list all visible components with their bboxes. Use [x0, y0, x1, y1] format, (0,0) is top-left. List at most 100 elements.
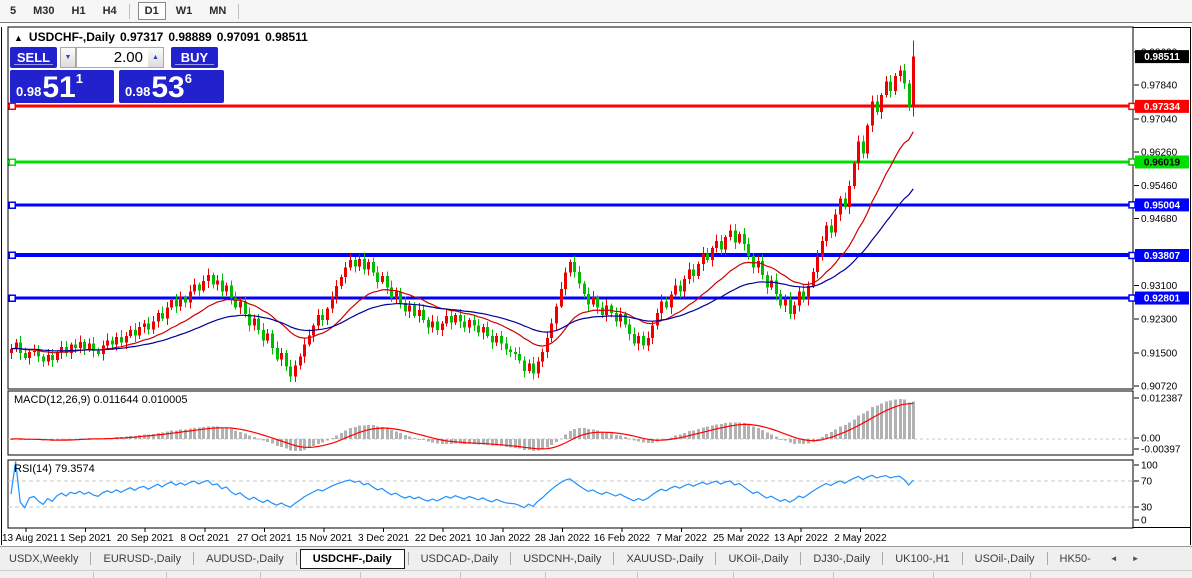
ohlc-close: 0.98511: [265, 30, 308, 44]
status-separator: [460, 572, 461, 578]
price-label-chip-text: 0.95004: [1144, 200, 1181, 211]
buy-price-sup: 6: [184, 71, 192, 86]
tab-scroll-right-icon[interactable]: ►: [1131, 554, 1140, 563]
timeframe-button-w1[interactable]: W1: [175, 5, 193, 17]
price-tick-label: 0.97040: [1141, 114, 1178, 125]
tab-separator: [295, 552, 297, 565]
macd-axis-label: -0.00397: [1141, 445, 1181, 456]
timeframe-button-h1[interactable]: H1: [71, 5, 86, 17]
rsi-axis-label: 0: [1141, 516, 1147, 527]
price-label-chip-text: 0.92801: [1144, 294, 1181, 305]
rsi-axis-label: 70: [1141, 477, 1153, 488]
date-label: 7 Mar 2022: [656, 533, 707, 544]
price-tick-label: 0.91500: [1141, 349, 1178, 360]
chart-tab-usdcnh-daily[interactable]: USDCNH-,Daily: [523, 552, 602, 565]
price-label-chip: [1135, 99, 1189, 113]
hline-right-anchor[interactable]: [1128, 102, 1136, 111]
rsi-axis-label: 30: [1141, 503, 1153, 514]
status-separator: [166, 572, 167, 578]
volume-input[interactable]: [76, 47, 148, 68]
chart-tab-uk100-h1[interactable]: UK100-,H1: [895, 552, 950, 565]
one-click-trading-panel: SELL ▼ ▲ BUY 0.98 51 1 0.98 53 6: [10, 47, 226, 103]
timeframe-button-h4[interactable]: H4: [102, 5, 117, 17]
price-tick-label: 0.90720: [1141, 382, 1178, 393]
tab-separator: [193, 552, 195, 565]
chart-tab-usdchf-daily[interactable]: USDCHF-,Daily: [299, 548, 405, 569]
hline-anchor[interactable]: [8, 201, 16, 209]
toolbar-separator: [238, 3, 240, 19]
volume-increase-button[interactable]: ▲: [148, 47, 164, 68]
timeframe-toolbar: 5 M30 H1 H4 D1 W1 MN: [0, 0, 1192, 23]
status-separator: [545, 572, 546, 578]
tab-separator: [1046, 552, 1048, 565]
time-axis[interactable]: 13 Aug 2021 1 Sep 2021 20 Sep 2021 8 Oct 20…: [2, 528, 887, 544]
date-label: 13 Aug 2021: [2, 533, 59, 544]
rsi-label: RSI(14) 79.3574: [14, 463, 95, 475]
chart-tab-usoil-daily[interactable]: USOil-,Daily: [974, 552, 1035, 565]
timeframe-button-mn[interactable]: MN: [209, 5, 227, 17]
price-label-chip-text: 0.96019: [1144, 157, 1181, 168]
chart-tab-hk50-[interactable]: HK50-: [1059, 552, 1091, 565]
chart-tab-eurusd-daily[interactable]: EURUSD-,Daily: [103, 552, 182, 565]
hline-anchor[interactable]: [8, 294, 16, 302]
tab-separator: [800, 552, 802, 565]
macd-axis-label: 0.012387: [1141, 394, 1183, 405]
chart-tab-xauusd-daily[interactable]: XAUUSD-,Daily: [626, 552, 704, 565]
chart-tab-usdcad-daily[interactable]: USDCAD-,Daily: [420, 552, 499, 565]
price-label-chip-text: 0.93807: [1144, 251, 1181, 262]
status-separator: [1030, 572, 1031, 578]
buy-price-display[interactable]: 0.98 53 6: [119, 70, 224, 103]
price-axis[interactable]: 0.986200.978400.970400.962600.954600.946…: [1128, 48, 1189, 527]
tab-separator: [961, 552, 963, 565]
macd-axis-label: 0.00: [1141, 434, 1161, 445]
chart-title: ▲ USDCHF-,Daily 0.97317 0.98889 0.97091 0.985…: [14, 30, 313, 44]
date-label: 15 Nov 2021: [296, 533, 353, 544]
sell-price-display[interactable]: 0.98 51 1: [10, 70, 114, 103]
status-separator: [360, 572, 361, 578]
tab-separator: [715, 552, 717, 565]
ma-20: [10, 131, 914, 354]
hline-right-anchor[interactable]: [1128, 158, 1136, 166]
timeframe-button-m30[interactable]: M30: [33, 5, 55, 17]
chart-tab-ukoil-daily[interactable]: UKOil-,Daily: [728, 552, 789, 565]
price-label-chip: [1135, 291, 1189, 305]
buy-price-prefix: 0.98: [125, 84, 151, 99]
hline-anchor[interactable]: [8, 102, 16, 110]
buy-button[interactable]: BUY: [171, 47, 218, 68]
collapse-panel-icon[interactable]: ▲: [14, 33, 23, 43]
timeframe-button-5[interactable]: 5: [10, 5, 17, 17]
status-separator: [733, 572, 734, 578]
price-tick-label: 0.95460: [1141, 181, 1178, 192]
hline-anchor[interactable]: [8, 251, 16, 259]
date-label: 22 Dec 2021: [415, 533, 472, 544]
hline-right-anchor[interactable]: [1128, 251, 1136, 260]
hline-right-anchor[interactable]: [1128, 201, 1136, 209]
volume-decrease-button[interactable]: ▼: [60, 47, 76, 68]
sell-button[interactable]: SELL: [10, 47, 57, 68]
status-bar: [0, 570, 1192, 578]
status-separator: [93, 572, 94, 578]
timeframe-button-d1[interactable]: D1: [137, 2, 166, 20]
chart-tab-usdx-weekly[interactable]: USDX,Weekly: [9, 552, 79, 565]
sell-price-big: 51: [42, 71, 76, 104]
sell-price-sup: 1: [75, 71, 83, 86]
hline-right-anchor[interactable]: [1128, 294, 1136, 302]
tab-scroll-left-icon[interactable]: ◄: [1109, 554, 1118, 563]
ohlc-low: 0.97091: [216, 30, 261, 44]
chart-tab-dj30-daily[interactable]: DJ30-,Daily: [813, 552, 871, 565]
status-separator: [933, 572, 934, 578]
hline-anchor[interactable]: [8, 158, 16, 166]
status-separator: [260, 572, 261, 578]
chart-tab-audusd-daily[interactable]: AUDUSD-,Daily: [206, 552, 284, 565]
date-label: 20 Sep 2021: [117, 533, 174, 544]
price-tick-label: 0.94680: [1141, 214, 1178, 225]
macd-panel: MACD(12,26,9) 0.011644 0.010005: [8, 394, 1133, 452]
date-label: 27 Oct 2021: [237, 533, 292, 544]
rsi-axis-label: 100: [1141, 461, 1158, 472]
price-label-chip: [1135, 155, 1189, 169]
horizontal-lines[interactable]: [8, 102, 1133, 302]
ohlc-high: 0.98889: [168, 30, 212, 44]
tab-separator: [90, 552, 92, 565]
price-label-chip: [1135, 50, 1189, 64]
